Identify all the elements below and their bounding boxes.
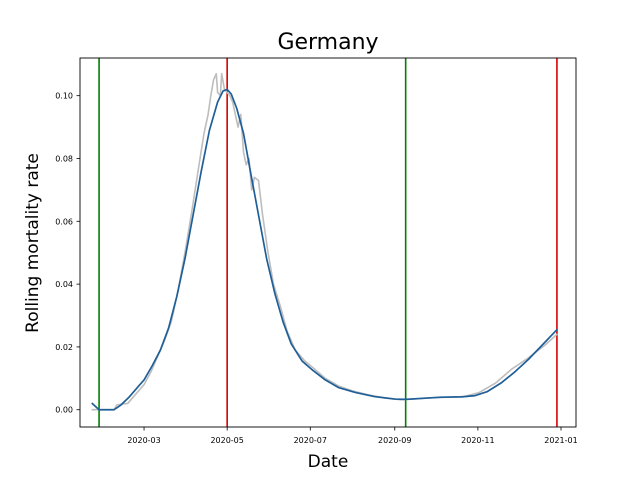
y-tick-label: 0.00	[55, 406, 73, 415]
plot-frame	[79, 57, 577, 428]
x-tick-label: 2020-03	[127, 436, 160, 445]
x-tick-label: 2021-01	[544, 436, 577, 445]
plot-area	[79, 57, 577, 428]
y-axis-ticks: 0.00 0.02 0.04 0.06 0.08 0.10	[55, 92, 80, 415]
chart-title: Germany	[277, 30, 378, 55]
y-tick-label: 0.06	[55, 217, 73, 226]
x-tick-label: 2020-11	[461, 436, 494, 445]
plot-background	[80, 58, 576, 427]
x-axis-label: Date	[308, 452, 349, 472]
x-axis-ticks: 2020-03 2020-05 2020-07 2020-09 2020-11 2021-…	[127, 427, 578, 445]
x-tick-label: 2020-07	[294, 436, 327, 445]
y-tick-label: 0.02	[55, 343, 73, 352]
series-layer	[91, 72, 558, 411]
y-tick-label: 0.08	[55, 154, 73, 163]
smoothed-series-line	[91, 88, 558, 411]
x-tick-label: 2020-05	[210, 436, 243, 445]
y-tick-label: 0.04	[55, 280, 73, 289]
vertical-markers	[98, 58, 558, 427]
x-tick-label: 2020-09	[378, 436, 411, 445]
y-tick-label: 0.10	[55, 92, 73, 101]
y-axis-label: Rolling mortality rate	[23, 153, 43, 333]
